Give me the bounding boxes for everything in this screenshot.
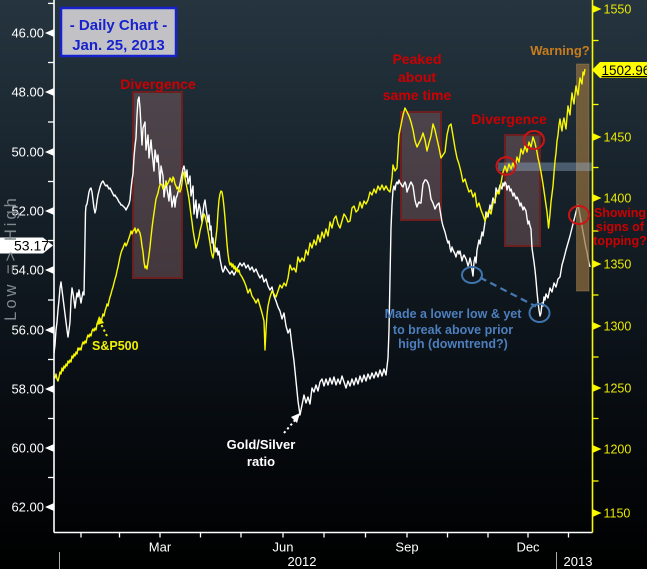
svg-text:1300: 1300	[604, 320, 632, 334]
svg-text:60.00: 60.00	[11, 441, 44, 456]
svg-text:1350: 1350	[604, 258, 632, 272]
svg-text:1250: 1250	[604, 382, 632, 396]
svg-text:same time: same time	[383, 87, 452, 103]
svg-text:1450: 1450	[604, 131, 632, 145]
svg-text:ratio: ratio	[247, 454, 275, 469]
svg-text:Divergence: Divergence	[120, 76, 196, 92]
svg-text:Jan. 25, 2013: Jan. 25, 2013	[72, 37, 165, 54]
svg-text:high (downtrend?): high (downtrend?)	[398, 337, 508, 351]
svg-text:1200: 1200	[604, 443, 632, 457]
svg-text:1150: 1150	[604, 507, 631, 521]
svg-text:Divergence: Divergence	[471, 111, 547, 127]
svg-text:Gold/Silver: Gold/Silver	[227, 437, 296, 452]
svg-text:2013: 2013	[564, 554, 593, 569]
svg-text:1502.96: 1502.96	[602, 63, 647, 78]
svg-text:Warning?: Warning?	[530, 43, 590, 58]
svg-text:topping?: topping?	[593, 234, 646, 248]
svg-text:62.00: 62.00	[11, 500, 44, 515]
svg-text:Mar: Mar	[149, 540, 172, 555]
svg-text:2012: 2012	[288, 554, 317, 569]
svg-text:Dec: Dec	[516, 540, 540, 555]
svg-text:58.00: 58.00	[11, 382, 44, 397]
svg-text:1400: 1400	[604, 192, 632, 206]
svg-text:1550: 1550	[604, 3, 632, 17]
svg-text:S&P500: S&P500	[92, 339, 139, 353]
svg-text:signs of: signs of	[596, 220, 645, 234]
svg-text:53.17: 53.17	[14, 238, 49, 254]
svg-text:Peaked: Peaked	[392, 51, 441, 67]
svg-text:48.00: 48.00	[11, 85, 44, 100]
svg-text:Jun: Jun	[273, 540, 294, 555]
svg-text:Made a lower low & yet: Made a lower low & yet	[385, 307, 523, 321]
svg-text:- Daily Chart -: - Daily Chart -	[70, 17, 168, 34]
svg-text:54.00: 54.00	[11, 263, 44, 278]
svg-text:Sep: Sep	[395, 540, 418, 555]
svg-text:to break above prior: to break above prior	[393, 323, 513, 337]
svg-text:56.00: 56.00	[11, 323, 44, 338]
svg-text:50.00: 50.00	[11, 145, 44, 160]
svg-text:52.00: 52.00	[11, 204, 44, 219]
svg-text:about: about	[398, 69, 436, 85]
svg-text:Low => High: Low => High	[2, 195, 20, 321]
svg-text:46.00: 46.00	[11, 26, 44, 41]
svg-text:Showing: Showing	[594, 206, 646, 220]
